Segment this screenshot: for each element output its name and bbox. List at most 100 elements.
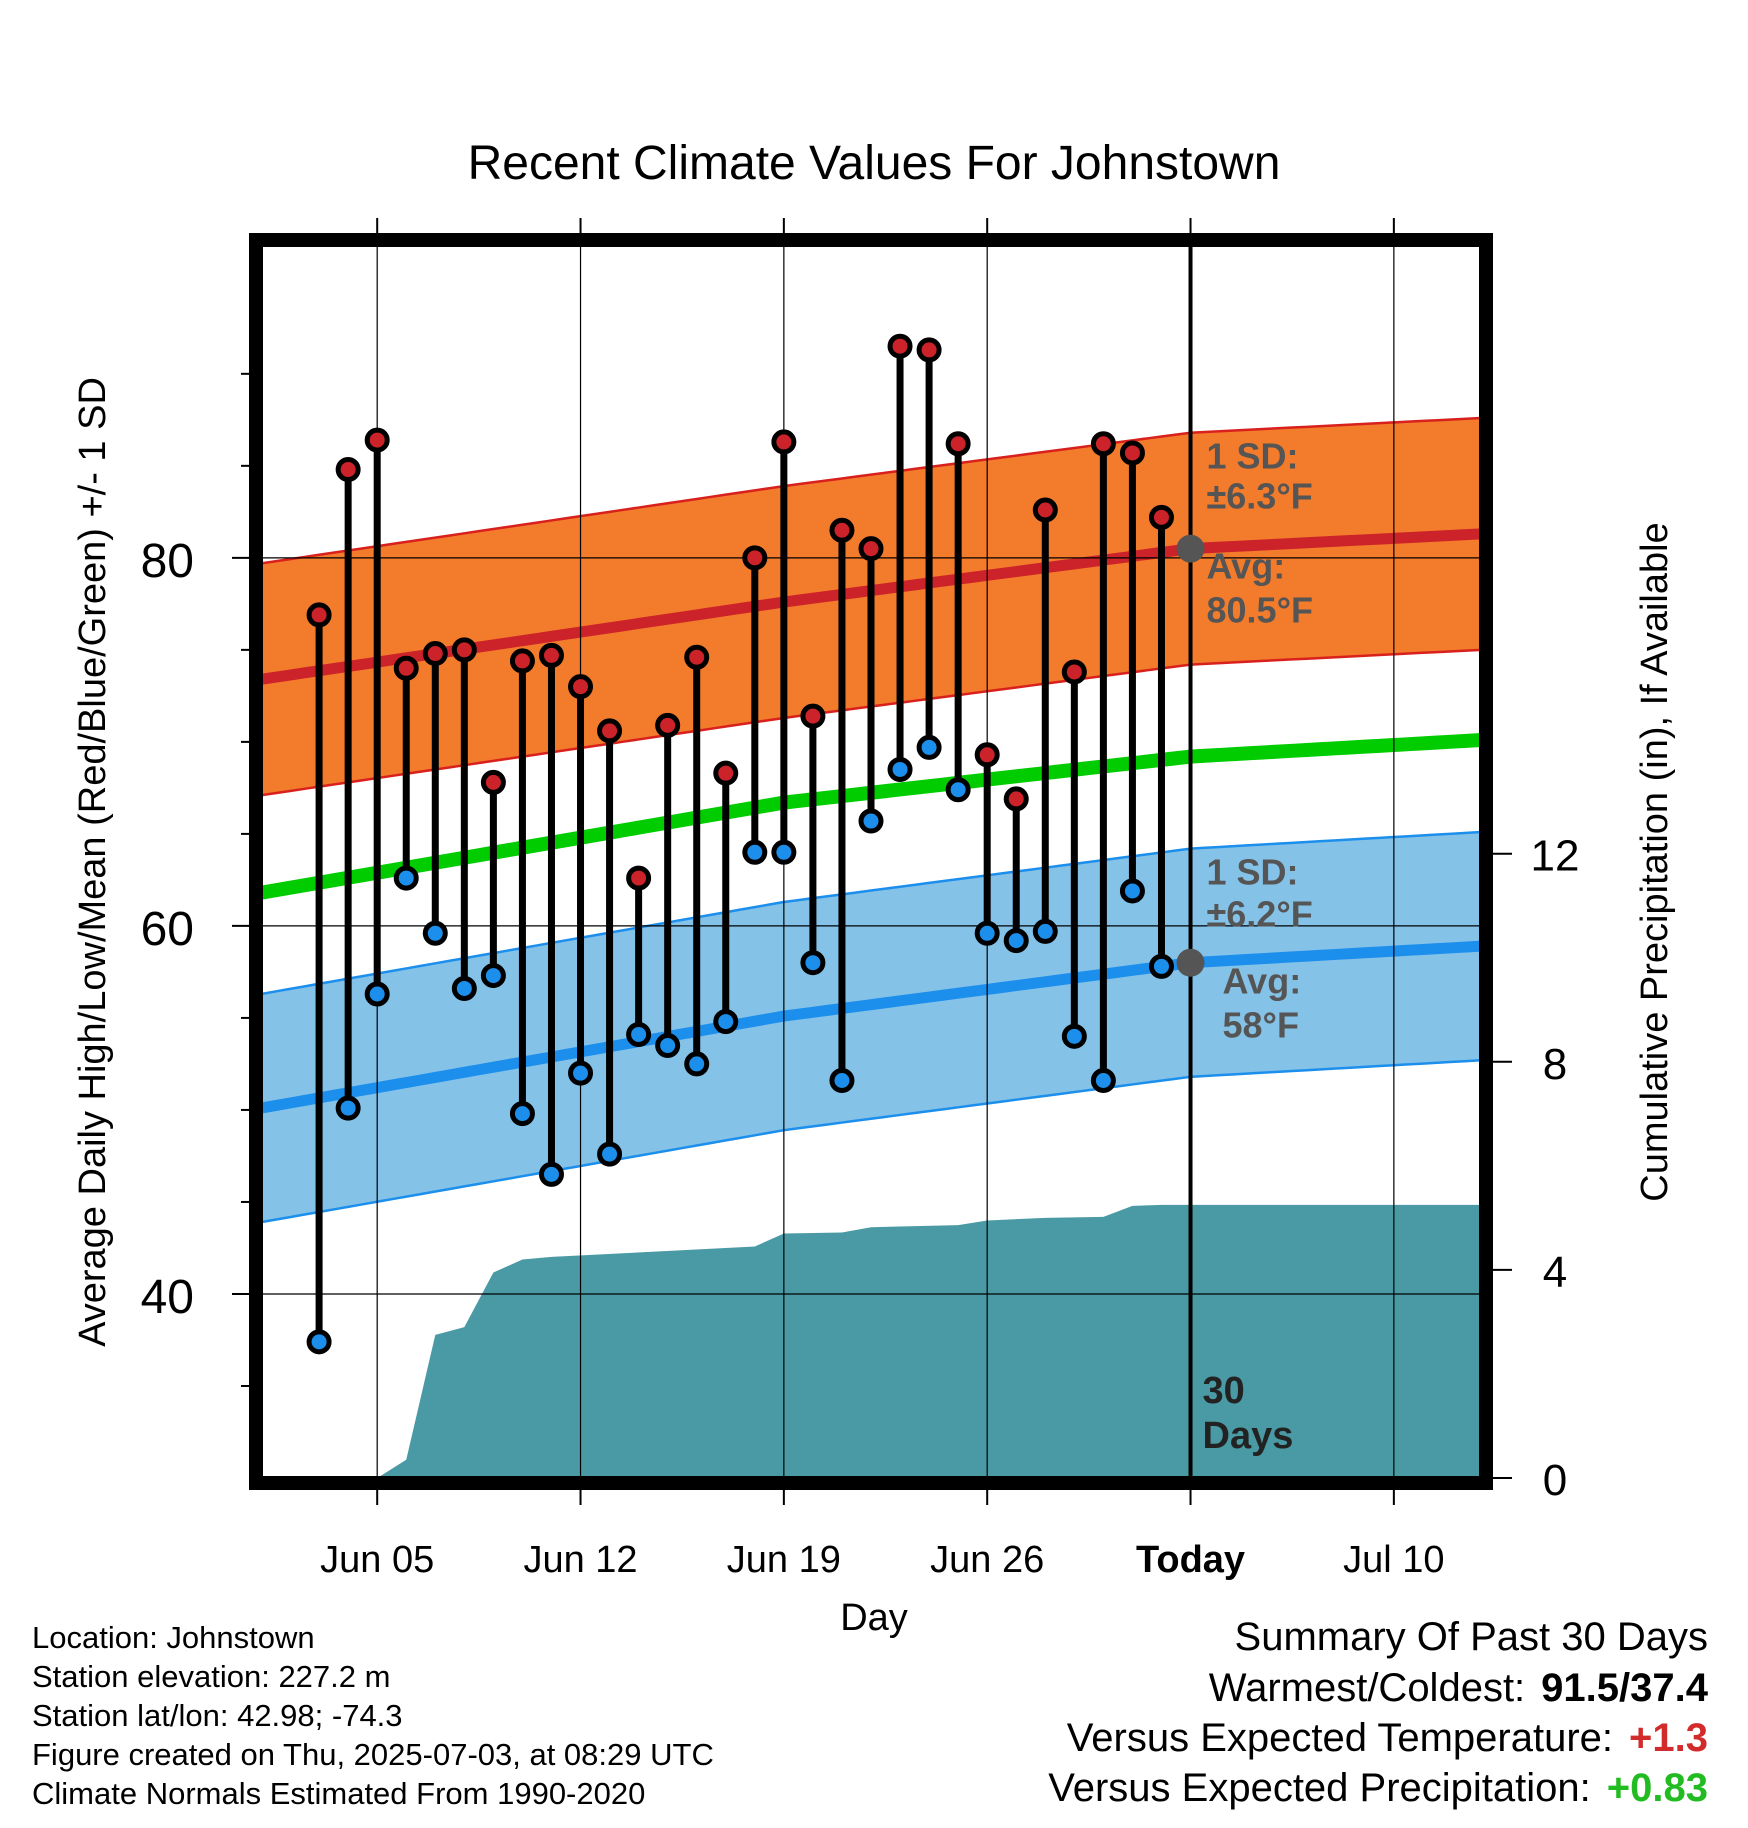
low-sd-band-lower-edge xyxy=(261,1059,1481,1224)
daily-low-point xyxy=(509,1101,535,1127)
low-avg-label: Avg: xyxy=(1223,961,1302,1002)
daily-high-point xyxy=(945,431,971,457)
precip-label: Versus Expected Precipitation: xyxy=(1048,1766,1591,1810)
daily-high-point xyxy=(887,333,913,359)
high-avg-label: Avg: xyxy=(1207,546,1286,587)
y2-tick-label: 4 xyxy=(1543,1248,1567,1297)
daily-high-point xyxy=(1090,431,1116,457)
y2-tick-label: 12 xyxy=(1531,832,1580,881)
daily-high-point xyxy=(713,760,739,786)
x-axis-label: Day xyxy=(840,1597,908,1639)
daily-high-point xyxy=(626,865,652,891)
daily-low-point xyxy=(306,1329,332,1355)
normals-text: Climate Normals Estimated From 1990-2020 xyxy=(32,1776,646,1811)
summary-warm-cold: Warmest/Coldest: 91.5/37.4 xyxy=(1209,1666,1708,1711)
daily-low-point xyxy=(974,920,1000,946)
x-tick-label: Jun 05 xyxy=(320,1539,434,1581)
daily-low-point xyxy=(1119,878,1145,904)
elevation-text: Station elevation: 227.2 m xyxy=(32,1659,391,1694)
low-sd-value: ±6.2°F xyxy=(1207,894,1313,935)
daily-low-point xyxy=(655,1033,681,1059)
location-text: Location: Johnstown xyxy=(32,1620,315,1655)
daily-high-point xyxy=(597,718,623,744)
temp-label: Versus Expected Temperature: xyxy=(1066,1716,1614,1760)
daily-high-point xyxy=(916,337,942,363)
plot-area xyxy=(261,245,1481,1478)
y2-axis-label: Cumulative Precipitation (in), If Availa… xyxy=(1634,522,1676,1201)
daily-low-point xyxy=(393,865,419,891)
daily-low-point xyxy=(916,734,942,760)
daily-high-point xyxy=(335,457,361,483)
summary-title: Summary Of Past 30 Days xyxy=(1234,1615,1708,1659)
daily-high-point xyxy=(1061,659,1087,685)
daily-high-point xyxy=(480,769,506,795)
daily-low-point xyxy=(480,963,506,989)
x-tick-label: Jun 26 xyxy=(930,1539,1044,1581)
y-tick-label: 40 xyxy=(141,1271,194,1324)
precip-value: +0.83 xyxy=(1606,1766,1708,1810)
daily-low-point xyxy=(626,1021,652,1047)
daily-low-point xyxy=(451,975,477,1001)
daily-high-point xyxy=(1119,440,1145,466)
warm-cold-value: 91.5/37.4 xyxy=(1541,1666,1708,1710)
precipitation-area xyxy=(348,1204,1481,1478)
latlon-text: Station lat/lon: 42.98; -74.3 xyxy=(32,1698,403,1733)
station-info: Location: Johnstown Station elevation: 2… xyxy=(32,1618,714,1813)
daily-high-point xyxy=(306,602,332,628)
daily-high-point xyxy=(800,703,826,729)
x-tick-label: Jul 10 xyxy=(1343,1539,1444,1581)
daily-low-point xyxy=(887,756,913,782)
low-sd-band xyxy=(261,832,1481,1223)
low-avg-value: 58°F xyxy=(1223,1005,1299,1046)
high-sd-label: 1 SD: xyxy=(1207,436,1299,477)
daily-low-point xyxy=(1003,928,1029,954)
y2-tick-label: 8 xyxy=(1543,1040,1567,1089)
daily-low-point xyxy=(1148,953,1174,979)
daily-high-point xyxy=(364,427,390,453)
daily-high-point xyxy=(393,655,419,681)
today-label-unit: Days xyxy=(1203,1415,1294,1457)
temp-value: +1.3 xyxy=(1629,1716,1708,1760)
daily-low-point xyxy=(684,1051,710,1077)
daily-low-point xyxy=(1061,1023,1087,1049)
chart-title: Recent Climate Values For Johnstown xyxy=(468,137,1281,190)
warm-cold-label: Warmest/Coldest: xyxy=(1208,1666,1526,1710)
daily-low-point xyxy=(742,839,768,865)
daily-high-point xyxy=(1148,504,1174,530)
y-axis-label: Average Daily High/Low/Mean (Red/Blue/Gr… xyxy=(72,377,114,1347)
created-text: Figure created on Thu, 2025-07-03, at 08… xyxy=(32,1737,714,1772)
daily-low-point xyxy=(1032,918,1058,944)
summary-precip: Versus Expected Precipitation: +0.83 xyxy=(1048,1766,1708,1811)
daily-low-point xyxy=(771,839,797,865)
daily-low-point xyxy=(422,920,448,946)
plot-frame xyxy=(249,233,1493,1490)
today-high-avg-point xyxy=(1176,534,1205,563)
daily-high-point xyxy=(858,536,884,562)
summary-temp: Versus Expected Temperature: +1.3 xyxy=(1067,1716,1708,1761)
daily-low-point xyxy=(335,1095,361,1121)
daily-low-point xyxy=(568,1060,594,1086)
daily-low-point xyxy=(364,981,390,1007)
daily-low-point xyxy=(538,1161,564,1187)
daily-high-point xyxy=(451,637,477,663)
daily-high-point xyxy=(509,648,535,674)
daily-high-point xyxy=(422,641,448,667)
high-avg-value: 80.5°F xyxy=(1207,590,1313,631)
daily-low-point xyxy=(800,950,826,976)
daily-high-point xyxy=(829,517,855,543)
daily-high-point xyxy=(538,642,564,668)
daily-low-point xyxy=(1090,1067,1116,1093)
daily-high-point xyxy=(771,429,797,455)
daily-high-point xyxy=(742,545,768,571)
high-sd-band-upper-edge xyxy=(261,416,1481,565)
daily-high-point xyxy=(684,644,710,670)
daily-high-point xyxy=(1003,786,1029,812)
today-low-avg-point xyxy=(1176,948,1205,977)
daily-high-point xyxy=(1032,497,1058,523)
daily-low-point xyxy=(829,1067,855,1093)
high-sd-value: ±6.3°F xyxy=(1207,476,1313,517)
daily-low-point xyxy=(945,777,971,803)
y2-tick-label: 0 xyxy=(1543,1456,1567,1505)
daily-high-point xyxy=(974,742,1000,768)
